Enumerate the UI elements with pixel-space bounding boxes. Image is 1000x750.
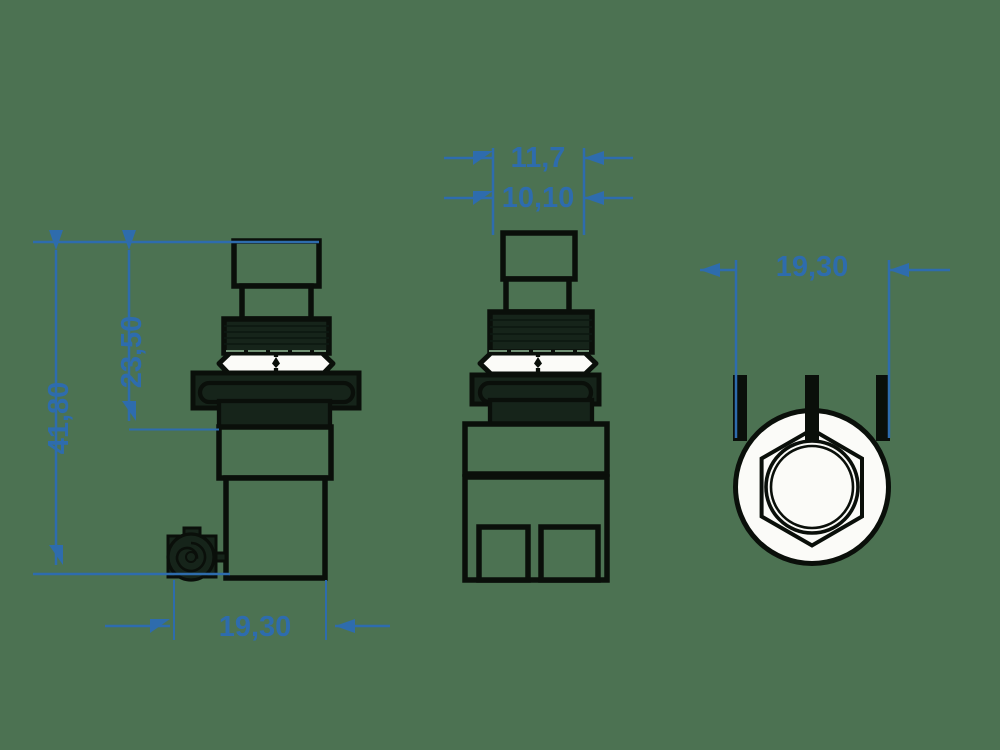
svg-text:41,80: 41,80: [43, 382, 75, 455]
svg-text:10,10: 10,10: [502, 182, 575, 214]
svg-text:23,50: 23,50: [116, 316, 148, 389]
svg-text:19,30: 19,30: [219, 611, 292, 643]
svg-text:11,7: 11,7: [511, 142, 566, 174]
svg-text:19,30: 19,30: [776, 251, 849, 283]
